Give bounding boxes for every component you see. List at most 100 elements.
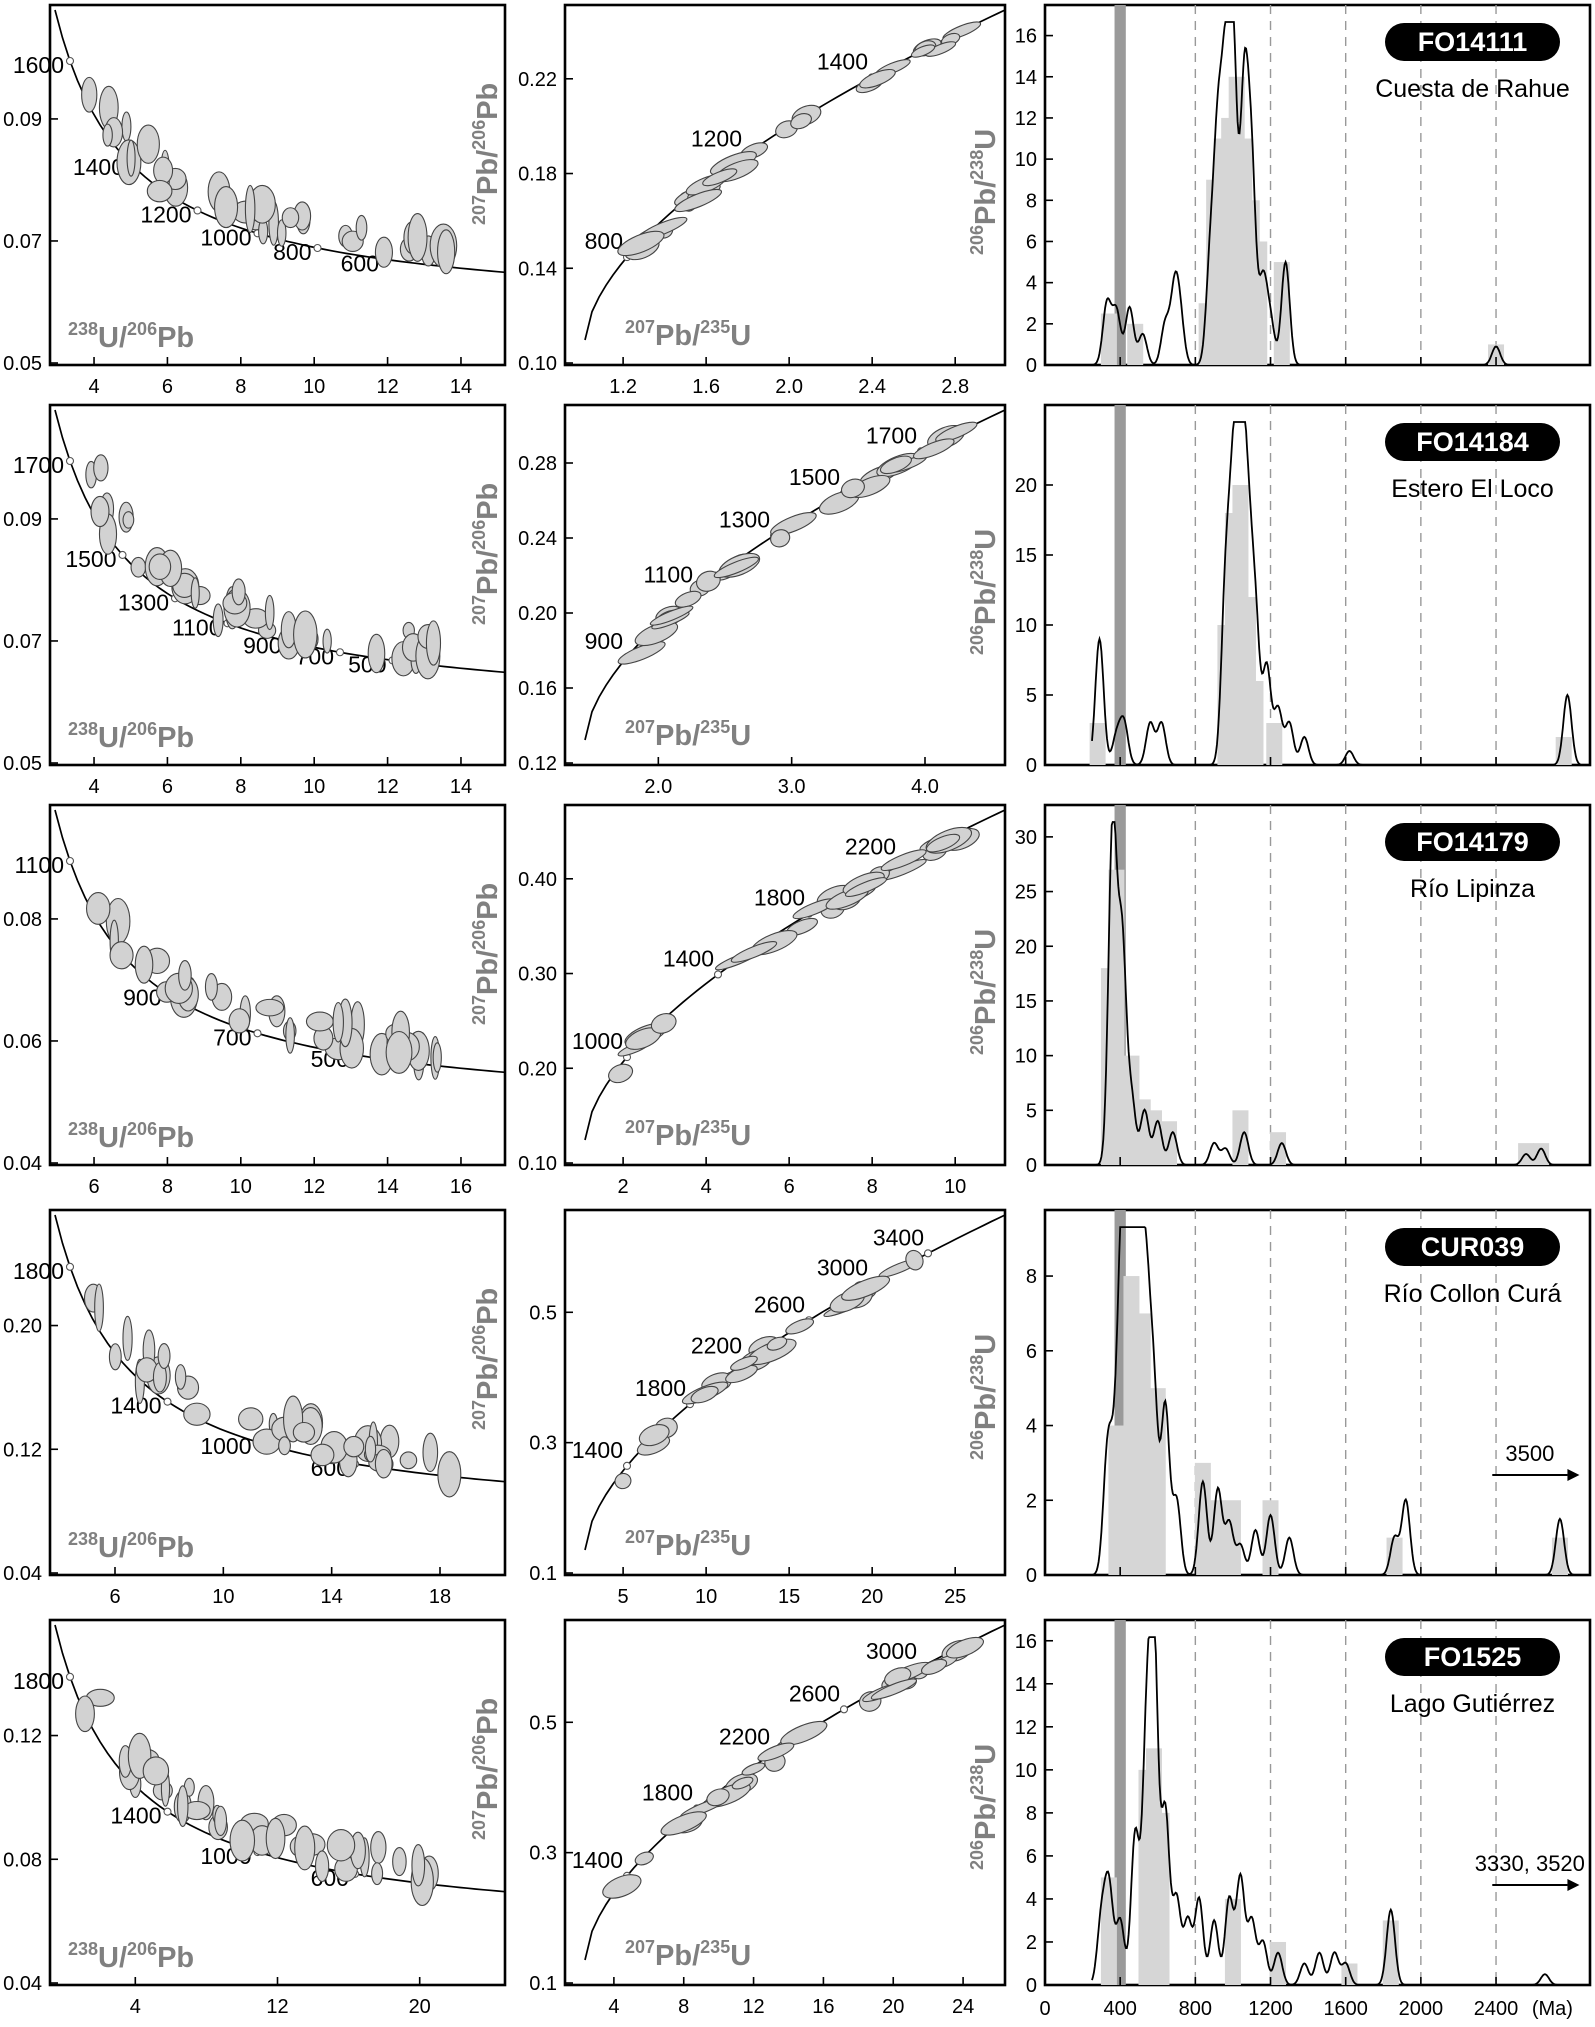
wc-xtick-label: 10 [695, 1586, 717, 1608]
tw-concordia-label: 1600 [13, 52, 64, 78]
kde-ytick-label: 8 [1026, 1266, 1037, 1288]
wc-concordia-label: 1700 [866, 422, 917, 448]
tw-xlabel-b: U/ [98, 1942, 127, 1974]
tw-xlabel-b: U/ [98, 1122, 127, 1154]
kde-curve [1091, 1226, 1581, 1576]
tw-ytick-label: 0.05 [3, 353, 42, 375]
histogram-bar [1146, 1110, 1162, 1165]
wc-concordia-label: 2200 [719, 1724, 770, 1750]
wc-ytick-label: 0.5 [529, 1712, 557, 1734]
wc-concordia-label: 1200 [691, 125, 742, 151]
tw-error-ellipse [314, 1850, 330, 1883]
tw-xlabel-a: 238 [68, 319, 98, 339]
wc-xlabel-b: Pb/ [655, 320, 700, 352]
tw-error-ellipse [81, 76, 98, 113]
tw-ylabel: 207Pb/206Pb [469, 1698, 504, 1840]
wc-error-ellipse [880, 849, 927, 872]
tw-ylabel-d: Pb [472, 1288, 504, 1325]
wc-ytick-label: 0.3 [529, 1433, 557, 1455]
wc-error-ellipse [921, 1658, 948, 1675]
histogram-bar [1127, 323, 1144, 365]
tw-xlabel: 238U/206Pb [68, 1529, 194, 1564]
wc-ylabel-c: 238 [967, 550, 987, 580]
histogram-bar [1232, 1110, 1249, 1165]
tw-error-ellipse [411, 1843, 426, 1887]
tw-error-ellipse [94, 1283, 104, 1332]
kde-ytick-label: 30 [1015, 827, 1037, 849]
wc-error-ellipse [780, 1720, 828, 1746]
kde-xtick-label: 1200 [1248, 1998, 1293, 2020]
kde-ytick-label: 10 [1015, 149, 1037, 171]
tw-xtick-label: 14 [376, 1176, 398, 1198]
wc-xlabel-c: 235 [700, 1937, 730, 1957]
histogram-bar [1266, 723, 1283, 765]
tw-ytick-label: 0.04 [3, 1563, 42, 1585]
tw-error-ellipse [204, 972, 218, 1001]
kde-curve [1091, 21, 1581, 366]
wc-concordia-label: 1400 [572, 1437, 623, 1463]
kde-ytick-label: 12 [1015, 108, 1037, 130]
tw-error-ellipse [134, 945, 154, 984]
tw-xlabel-text: 238U/206Pb [68, 1119, 194, 1154]
wc-ylabel-b: Pb/ [970, 580, 1002, 625]
wc-ytick-label: 0.5 [529, 1302, 557, 1324]
histogram-bar [1108, 869, 1125, 1165]
kde-ytick-label: 10 [1015, 615, 1037, 637]
kde-ytick-label: 0 [1026, 355, 1037, 377]
tw-ylabel-b: Pb/ [472, 1355, 504, 1400]
sample-id: CUR039 [1421, 1232, 1525, 1262]
wc-xlabel-a: 207 [625, 317, 655, 337]
tw-xtick-label: 12 [266, 1996, 288, 2018]
tw-concordia-label: 1300 [118, 589, 169, 615]
tw-error-ellipse [276, 219, 287, 247]
tw-error-ellipse [367, 633, 386, 674]
tw-xtick-label: 14 [450, 776, 472, 798]
wc-xtick-label: 20 [882, 1996, 904, 2018]
tw-error-ellipse [332, 1001, 344, 1043]
tw-error-ellipse [146, 179, 173, 203]
tw-xtick-label: 6 [88, 1176, 99, 1198]
sample-location: Río Lipinza [1410, 875, 1535, 903]
tw-ylabel: 207Pb/206Pb [469, 883, 504, 1025]
wc-error-ellipse [766, 1336, 788, 1351]
wc-ylabel-d: U [970, 929, 1002, 950]
tw-xlabel-text: 238U/206Pb [68, 319, 194, 354]
tw-frame [48, 803, 507, 1167]
wc-xlabel-d: U [730, 1940, 751, 1972]
tw-concordia-knot [335, 648, 345, 657]
kde-ytick-label: 0 [1026, 1155, 1037, 1177]
tw-xtick-label: 6 [109, 1586, 120, 1608]
wc-ylabel: 206Pb/238U [967, 929, 1002, 1055]
wc-ylabel-text: 206Pb/238U [967, 1744, 1002, 1870]
tw-ylabel-a: 207 [469, 195, 489, 225]
tw-ytick-label: 0.05 [3, 753, 42, 775]
wc-xlabel-c: 235 [700, 317, 730, 337]
wc-ylabel-a: 206 [967, 625, 987, 655]
wc-concordia-label: 1800 [635, 1375, 686, 1401]
wc-ylabel-d: U [970, 1334, 1002, 1355]
wc-ylabel-text: 206Pb/238U [967, 929, 1002, 1055]
tw-frame [48, 3, 507, 367]
wc-panel-3: 2 4 6 8 10 0.10 0.20 0.30 0.40 1000 1400 1800 2200 20… [518, 803, 1007, 1198]
tw-error-ellipse [157, 1342, 171, 1369]
tw-xtick-label: 18 [429, 1586, 451, 1608]
tw-error-ellipse [122, 1315, 133, 1362]
tw-ylabel-a: 207 [469, 1810, 489, 1840]
wc-ylabel-text: 206Pb/238U [967, 529, 1002, 655]
tw-ylabel-c: 206 [469, 1735, 489, 1765]
wc-ylabel-a: 206 [967, 1025, 987, 1055]
wc-error-ellipse [730, 1355, 758, 1371]
wc-error-ellipse [912, 438, 955, 460]
sample-id: FO14184 [1416, 427, 1529, 457]
kde-xtick-label: 400 [1103, 1998, 1136, 2020]
wc-error-ellipse [840, 478, 865, 499]
wc-ylabel-a: 206 [967, 1840, 987, 1870]
kde-xtick-label: 2400 [1474, 1998, 1519, 2020]
wc-error-ellipse [785, 1318, 815, 1335]
wc-concordia-label: 1300 [719, 507, 770, 533]
tw-error-ellipse [142, 1756, 170, 1786]
tw-error-ellipse [422, 1432, 439, 1473]
wc-ylabel-d: U [970, 1744, 1002, 1765]
wc-concordia-label: 3000 [866, 1638, 917, 1664]
